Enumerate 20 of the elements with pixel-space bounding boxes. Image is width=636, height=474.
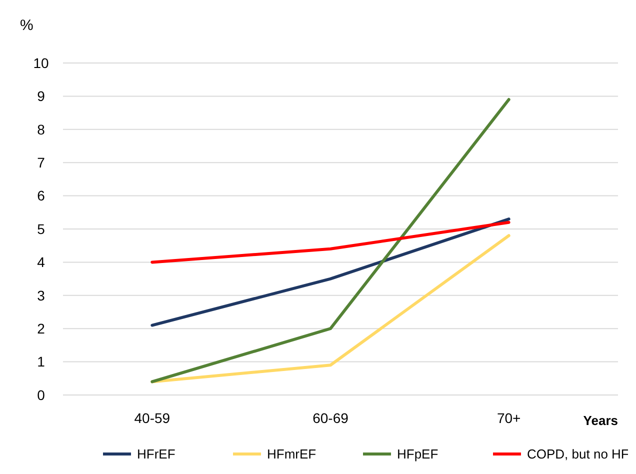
y-tick-label: 10	[33, 54, 49, 71]
y-tick-label: 6	[37, 188, 46, 204]
y-tick-label: 7	[37, 154, 46, 170]
y-tick-label: 5	[37, 220, 46, 237]
y-tick-label: 8	[37, 121, 46, 138]
y-axis-title: %	[20, 17, 34, 34]
legend-label: COPD, but no HF	[527, 446, 629, 462]
legend-label: HFpEF	[397, 446, 438, 462]
y-tick-label: 9	[37, 88, 46, 104]
y-tick-label: 4	[37, 254, 46, 270]
legend-label: HFrEF	[137, 446, 176, 462]
y-tick-label: 2	[37, 320, 46, 336]
x-axis-title: Years	[583, 413, 618, 428]
y-tick-label: 3	[37, 287, 46, 304]
y-tick-label: 0	[37, 386, 46, 403]
x-tick-label: 60-69	[312, 410, 349, 426]
y-tick-label: 1	[37, 354, 46, 370]
x-tick-label: 70+	[496, 410, 521, 426]
legend-label: HFmrEF	[267, 446, 316, 462]
x-tick-label: 40-59	[134, 410, 170, 426]
